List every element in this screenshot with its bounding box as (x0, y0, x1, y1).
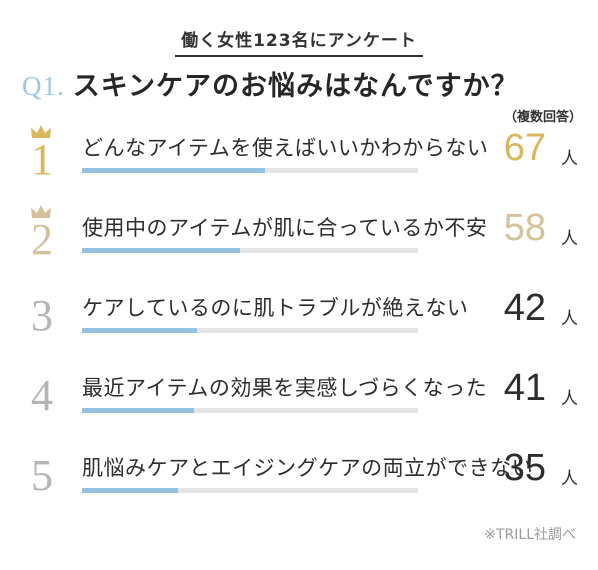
item-label: 最近アイテムの効果を実感しづらくなった (82, 376, 488, 400)
ranking-item-4: 4 最近アイテムの効果を実感しづらくなった 41 人 (0, 364, 598, 444)
question-heading: Q1. スキンケアのお悩みはなんですか？ (22, 64, 519, 108)
rank-number: 5 (31, 451, 53, 500)
item-count: 41 (503, 367, 546, 409)
item-label: 使用中のアイテムが肌に合っているか不安 (82, 216, 488, 240)
ranking-item-5: 5 肌悩みケアとエイジングケアの両立ができない 35 人 (0, 444, 598, 524)
bar-fill (82, 328, 197, 333)
survey-subtitle: 働く女性123名にアンケート (0, 26, 598, 57)
crown-icon (31, 205, 51, 218)
crown-icon (31, 125, 51, 138)
bar-track (82, 408, 418, 413)
bar-track (82, 168, 418, 173)
rank-number: 2 (31, 215, 53, 264)
ranking-item-1: 1 どんなアイテムを使えばいいかわからない 67 人 (0, 124, 598, 204)
count-unit: 人 (561, 149, 578, 169)
item-count: 35 (503, 447, 546, 489)
item-label: どんなアイテムを使えばいいかわからない (82, 136, 489, 160)
rank-number: 3 (31, 291, 53, 340)
item-label: ケアしているのに肌トラブルが絶えない (82, 296, 469, 320)
bar-track (82, 248, 418, 253)
count-unit: 人 (561, 389, 578, 409)
item-count: 42 (503, 287, 546, 329)
bar-fill (82, 168, 266, 173)
bar-fill (82, 408, 194, 413)
rank-number: 1 (31, 135, 53, 184)
source-note: ※TRILL社調べ (484, 527, 576, 543)
rank-number: 4 (31, 371, 53, 420)
item-count: 58 (503, 207, 546, 249)
bar-track (82, 488, 418, 493)
survey-subtitle-text: 働く女性123名にアンケート (175, 31, 423, 57)
question-number: Q1. (22, 71, 65, 101)
count-unit: 人 (561, 309, 578, 329)
count-unit: 人 (561, 469, 578, 489)
item-count: 67 (503, 127, 546, 169)
multiple-answer-note: （複数回答） (503, 110, 582, 125)
bar-fill (82, 488, 178, 493)
item-label: 肌悩みケアとエイジングケアの両立ができない (82, 456, 534, 480)
ranking-item-2: 2 使用中のアイテムが肌に合っているか不安 58 人 (0, 204, 598, 284)
count-unit: 人 (561, 229, 578, 249)
bar-fill (82, 248, 241, 253)
ranking-item-3: 3 ケアしているのに肌トラブルが絶えない 42 人 (0, 284, 598, 364)
bar-track (82, 328, 418, 333)
question-text: スキンケアのお悩みはなんですか？ (72, 71, 519, 102)
